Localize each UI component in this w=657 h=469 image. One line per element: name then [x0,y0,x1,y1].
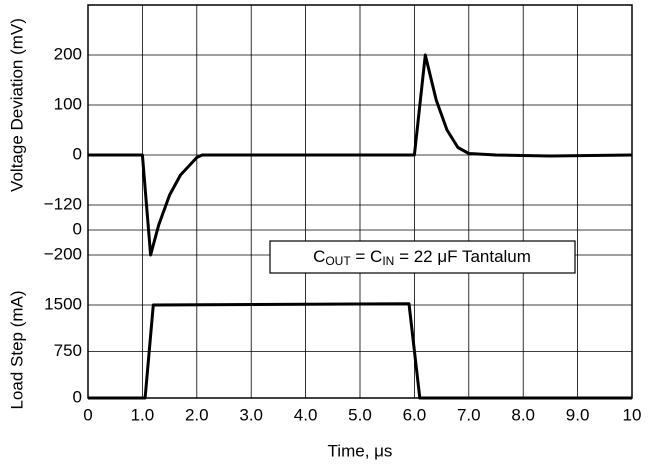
y-tick-label: 750 [54,341,82,360]
y-tick-label: −120 [44,194,82,213]
x-tick-label: 4.0 [294,405,318,424]
x-axis-label: Time, μs [328,441,393,460]
y-axis-label: Load Step (mA) [7,290,26,409]
y-tick-label: 1500 [44,294,82,313]
annotation-part: OUT [325,254,351,268]
x-tick-label: 3.0 [239,405,263,424]
x-tick-label: 8.0 [511,405,535,424]
y-tick-label: 0 [73,219,82,238]
grid [87,5,633,399]
x-tick-label: 10 [623,405,642,424]
annotation-part: IN [382,254,394,268]
y-tick-label: 200 [54,44,82,63]
y-tick-label: 0 [73,144,82,163]
x-tick-label: 5.0 [348,405,372,424]
x-tick-label: 7.0 [457,405,481,424]
annotation-part: = C [351,247,383,266]
x-tick-label: 1.0 [131,405,155,424]
annotation-box [269,240,576,274]
x-tick-label: 9.0 [566,405,590,424]
x-tick-label: 0 [83,405,92,424]
annotation-part: C [313,247,325,266]
x-tick-label: 6.0 [403,405,427,424]
data-line [88,53,633,257]
y-tick-label: −200 [44,244,82,263]
y-tick-label: 0 [73,387,82,406]
x-tick-label: 2.0 [185,405,209,424]
y-tick-label: 100 [54,94,82,113]
annotation: COUT = CIN = 22 μF Tantalum [313,247,531,268]
annotation-part: = 22 μF Tantalum [394,247,531,266]
data-line [88,302,632,400]
y-axis-label: Voltage Deviation (mV) [7,18,26,192]
